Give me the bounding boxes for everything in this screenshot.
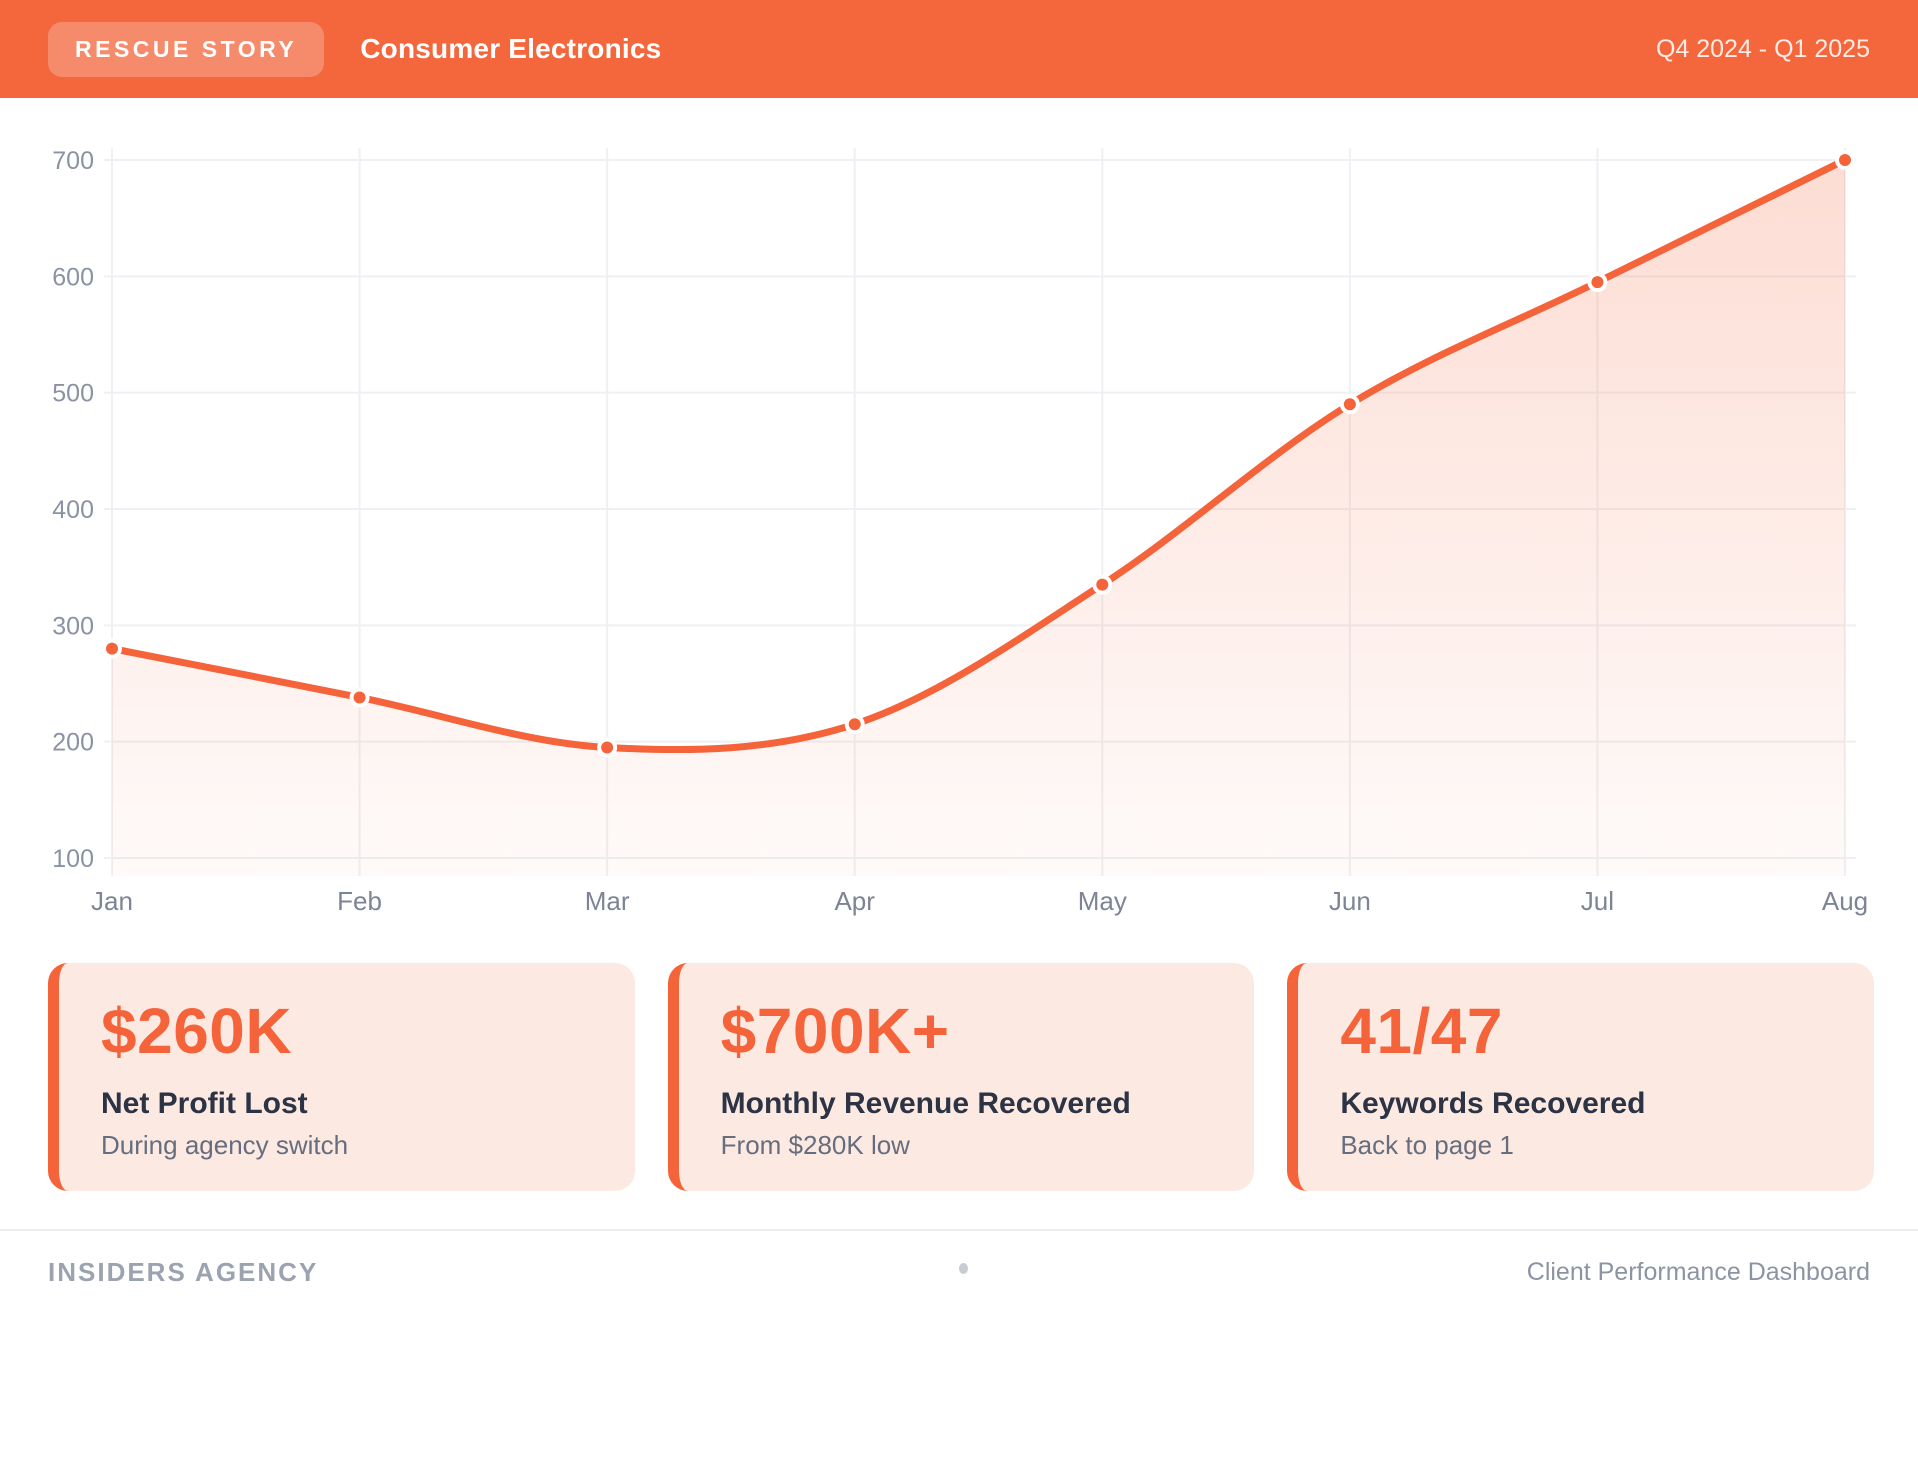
data-point xyxy=(1835,150,1855,170)
svg-text:200: 200 xyxy=(52,729,94,757)
data-point xyxy=(844,714,865,735)
footer-bar: INSIDERS AGENCY Client Performance Dashb… xyxy=(0,1229,1918,1288)
agency-name: INSIDERS AGENCY xyxy=(48,1257,319,1287)
svg-text:700: 700 xyxy=(52,147,94,175)
svg-text:400: 400 xyxy=(52,496,94,524)
data-point xyxy=(1092,574,1113,595)
stat-subtext: From $280K low xyxy=(720,1130,910,1160)
svg-text:600: 600 xyxy=(52,263,94,291)
stat-card-revenue-recovered: $700K+ Monthly Revenue Recovered From $2… xyxy=(667,963,1255,1191)
stat-value: $260K xyxy=(101,995,293,1067)
line-chart: 700 600 500 400 300 200 100 Jan Feb Mar Apr May Jun J… xyxy=(52,147,1868,916)
stat-value: 41/47 xyxy=(1340,995,1503,1067)
stat-value: $700K+ xyxy=(720,995,950,1067)
data-point xyxy=(349,687,370,708)
header-bar: RESCUE STORY Consumer Electronics Q4 202… xyxy=(0,0,1918,98)
data-point xyxy=(1587,272,1608,293)
svg-text:500: 500 xyxy=(52,380,94,408)
dashboard-name: Client Performance Dashboard xyxy=(1526,1258,1870,1286)
stats-row: $260K Net Profit Lost During agency swit… xyxy=(0,948,1918,1191)
chart-axis-labels: 700 600 500 400 300 200 100 Jan Feb Mar Apr May Jun J… xyxy=(52,147,1868,916)
svg-text:Apr: Apr xyxy=(834,886,875,916)
page-title: Consumer Electronics xyxy=(360,33,662,64)
svg-text:May: May xyxy=(1078,886,1127,916)
svg-text:Feb: Feb xyxy=(337,886,382,916)
stat-label: Net Profit Lost xyxy=(101,1087,308,1120)
stat-card-net-profit-lost: $260K Net Profit Lost During agency swit… xyxy=(48,963,635,1191)
chart-series xyxy=(102,150,1855,876)
stat-label: Monthly Revenue Recovered xyxy=(720,1087,1131,1120)
svg-text:Jun: Jun xyxy=(1329,886,1371,916)
stat-subtext: During agency switch xyxy=(101,1130,349,1160)
data-point xyxy=(1339,394,1360,415)
stat-card-keywords-recovered: 41/47 Keywords Recovered Back to page 1 xyxy=(1287,963,1874,1191)
svg-text:Jul: Jul xyxy=(1581,886,1614,916)
stat-label: Keywords Recovered xyxy=(1340,1087,1646,1120)
rescue-story-badge: RESCUE STORY xyxy=(48,21,325,77)
client-performance-dashboard: RESCUE STORY Consumer Electronics Q4 202… xyxy=(0,0,1918,1288)
chart-section: 700 600 500 400 300 200 100 Jan Feb Mar Apr May Jun J… xyxy=(0,98,1918,948)
svg-text:Aug: Aug xyxy=(1822,886,1868,916)
date-range-label: Q4 2024 - Q1 2025 xyxy=(1655,34,1870,63)
svg-text:300: 300 xyxy=(52,612,94,640)
footer-separator-dot xyxy=(959,1263,968,1274)
svg-text:Jan: Jan xyxy=(91,886,133,916)
svg-text:100: 100 xyxy=(52,845,94,873)
data-point xyxy=(597,737,618,758)
stat-subtext: Back to page 1 xyxy=(1340,1130,1514,1160)
svg-text:Mar: Mar xyxy=(585,886,630,916)
data-point xyxy=(102,638,122,659)
